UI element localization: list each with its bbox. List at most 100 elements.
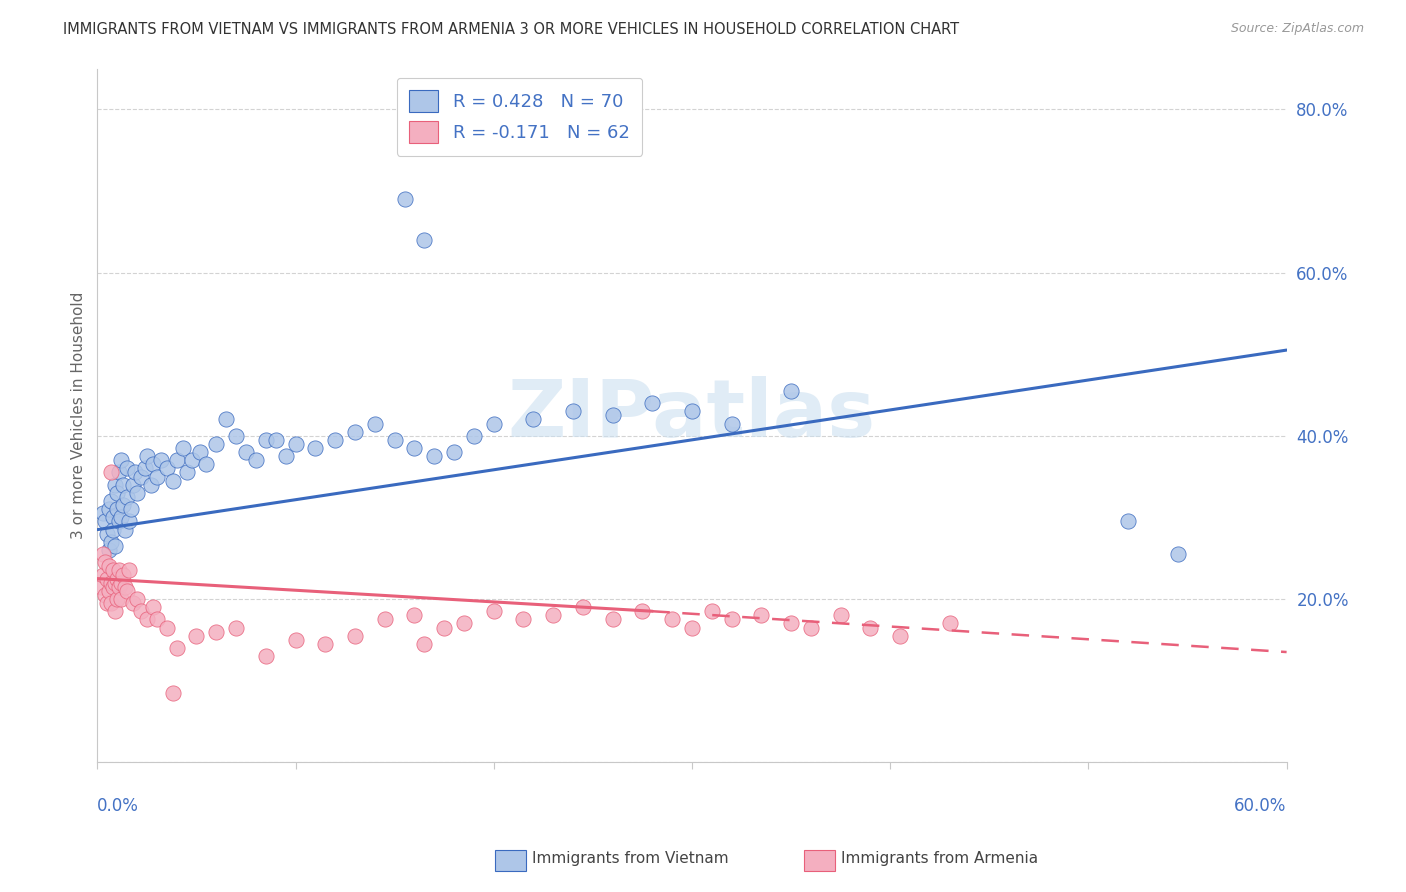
Point (110, 575, 132, 590)
Point (254, 649, 277, 664)
Point (800, 621, 823, 635)
Point (482, 604, 505, 618)
Point (94, 588, 117, 602)
Point (149, 453, 172, 467)
Text: 60.0%: 60.0% (1234, 797, 1286, 815)
Point (146, 469, 169, 483)
Point (134, 461, 156, 475)
Point (176, 466, 198, 480)
Point (423, 449, 446, 463)
Point (166, 640, 188, 655)
Point (100, 575, 122, 590)
Point (103, 510, 125, 524)
Point (720, 417, 742, 431)
Point (641, 396, 664, 410)
Point (562, 404, 585, 418)
Point (541, 608, 564, 623)
Point (186, 629, 208, 643)
Point (91, 567, 114, 582)
Point (631, 604, 654, 618)
Point (156, 461, 179, 475)
Point (125, 592, 148, 607)
Point (100, 534, 122, 549)
Point (374, 612, 396, 626)
Point (245, 453, 267, 467)
Point (162, 474, 184, 488)
Point (129, 469, 152, 483)
Point (104, 575, 127, 590)
Point (96, 572, 118, 586)
Point (889, 629, 911, 643)
Point (100, 596, 122, 610)
Point (681, 404, 703, 418)
Point (830, 608, 852, 623)
Point (172, 441, 194, 455)
Point (304, 441, 326, 455)
Point (572, 600, 595, 615)
Point (110, 510, 132, 524)
Point (105, 592, 128, 607)
Text: Immigrants from Vietnam: Immigrants from Vietnam (531, 852, 728, 866)
Point (780, 616, 803, 631)
Point (482, 417, 505, 431)
Point (96, 596, 118, 610)
Point (463, 429, 485, 443)
Point (195, 458, 218, 472)
Point (413, 637, 436, 651)
Point (284, 632, 307, 647)
Point (181, 453, 204, 467)
Point (118, 515, 141, 529)
Point (91, 547, 114, 561)
Point (146, 612, 169, 626)
Point (323, 433, 346, 447)
Point (661, 612, 683, 626)
Point (720, 612, 742, 626)
Point (413, 233, 436, 247)
Point (105, 572, 128, 586)
Point (938, 616, 960, 631)
Point (103, 563, 125, 577)
Point (100, 466, 122, 480)
Point (139, 477, 162, 491)
Point (859, 621, 882, 635)
Point (114, 523, 136, 537)
Point (94, 555, 117, 569)
Point (125, 486, 148, 500)
Point (114, 580, 136, 594)
Point (314, 637, 336, 651)
Point (115, 461, 138, 475)
Point (284, 437, 307, 451)
Point (700, 604, 723, 618)
Point (384, 433, 406, 447)
Point (156, 621, 179, 635)
Point (443, 445, 465, 459)
Point (115, 583, 138, 598)
Point (118, 563, 141, 577)
Point (274, 449, 297, 463)
Y-axis label: 3 or more Vehicles in Household: 3 or more Vehicles in Household (72, 292, 86, 539)
Point (404, 608, 426, 623)
Point (225, 621, 247, 635)
Point (162, 686, 184, 700)
Point (110, 453, 132, 467)
Point (108, 466, 131, 480)
Point (225, 429, 247, 443)
Point (105, 486, 128, 500)
Text: IMMIGRANTS FROM VIETNAM VS IMMIGRANTS FROM ARMENIA 3 OR MORE VEHICLES IN HOUSEHO: IMMIGRANTS FROM VIETNAM VS IMMIGRANTS FR… (63, 22, 959, 37)
Point (749, 608, 772, 623)
Point (1116, 515, 1139, 529)
Point (98, 559, 121, 574)
Point (120, 502, 142, 516)
Point (235, 445, 257, 459)
Point (404, 441, 426, 455)
Point (98, 502, 121, 516)
Point (105, 502, 128, 516)
Point (98, 583, 121, 598)
Point (780, 384, 803, 398)
Point (110, 592, 132, 607)
Point (103, 580, 125, 594)
Point (1167, 547, 1189, 561)
Text: Source: ZipAtlas.com: Source: ZipAtlas.com (1230, 22, 1364, 36)
Point (108, 515, 131, 529)
Point (215, 412, 238, 426)
